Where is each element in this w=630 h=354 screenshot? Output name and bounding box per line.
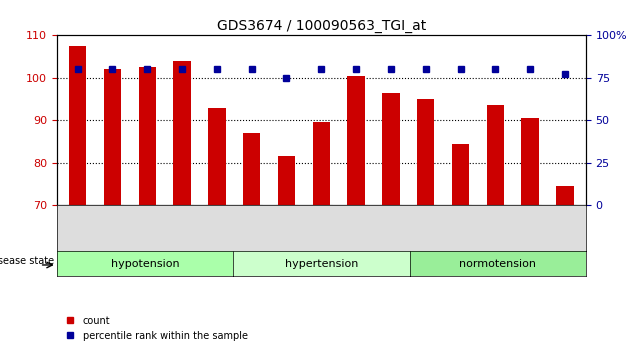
Text: disease state: disease state [0, 256, 54, 266]
Bar [104, 69, 121, 354]
Bar [486, 105, 504, 354]
Bar [312, 122, 330, 354]
Bar [243, 133, 260, 354]
Bar [347, 76, 365, 354]
Bar [382, 93, 399, 354]
Bar [452, 144, 469, 354]
Title: GDS3674 / 100090563_TGI_at: GDS3674 / 100090563_TGI_at [217, 19, 426, 33]
Bar [417, 99, 435, 354]
Text: hypertension: hypertension [285, 259, 358, 269]
Bar [278, 156, 295, 354]
Bar [208, 108, 226, 354]
Text: normotension: normotension [459, 259, 536, 269]
Text: hypotension: hypotension [111, 259, 179, 269]
Bar [522, 118, 539, 354]
Legend: count, percentile rank within the sample: count, percentile rank within the sample [62, 312, 252, 345]
Bar [139, 67, 156, 354]
Bar [556, 186, 574, 354]
Bar [69, 46, 86, 354]
Bar [173, 61, 191, 354]
